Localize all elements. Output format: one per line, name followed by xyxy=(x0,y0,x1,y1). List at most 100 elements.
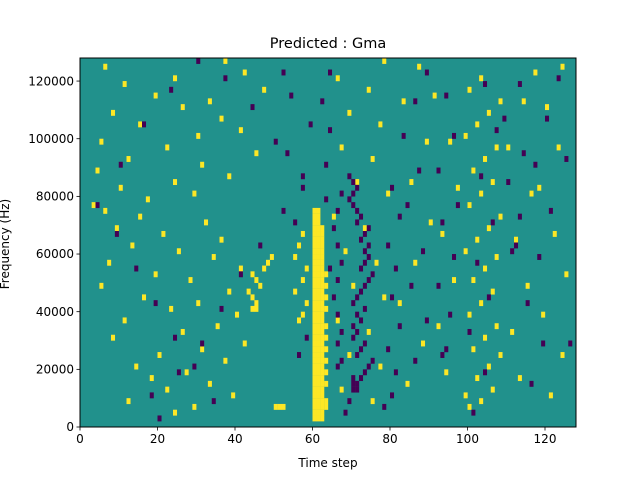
heatmap-cell-high xyxy=(126,398,131,405)
heatmap-cell-low xyxy=(297,352,302,358)
heatmap-cell-high xyxy=(130,242,135,249)
heatmap-cell-low xyxy=(483,81,488,87)
heatmap-cell-low xyxy=(343,409,348,416)
heatmap-cell-high xyxy=(316,254,321,260)
heatmap-cell-high xyxy=(262,86,267,93)
heatmap-cell-high xyxy=(324,294,329,301)
heatmap-cell-high xyxy=(304,300,309,307)
x-tick-label: 20 xyxy=(150,432,165,446)
heatmap-cell-high xyxy=(316,230,321,237)
heatmap-cell-high xyxy=(343,248,348,255)
heatmap-cell-high xyxy=(494,144,499,151)
heatmap-cell-low xyxy=(324,161,329,168)
heatmap-cell-low xyxy=(452,254,457,260)
heatmap-cell-high xyxy=(316,259,321,266)
heatmap-cell-high xyxy=(312,213,317,220)
heatmap-cell-high xyxy=(324,369,329,376)
heatmap-cell-high xyxy=(405,380,410,387)
heatmap-cell-high xyxy=(320,254,325,260)
heatmap-cell-high xyxy=(467,311,472,318)
heatmap-cell-low xyxy=(564,156,569,162)
heatmap-cell-high xyxy=(316,328,321,335)
heatmap-cell-low xyxy=(258,242,263,249)
heatmap-cell-low xyxy=(149,392,154,399)
heatmap-cell-high xyxy=(324,403,329,410)
heatmap-cell-high xyxy=(250,294,255,301)
heatmap-cell-high xyxy=(351,282,356,289)
x-tick-label: 60 xyxy=(305,432,320,446)
heatmap-cell-high xyxy=(312,288,317,295)
heatmap-cell-low xyxy=(347,173,352,180)
heatmap-plot-area xyxy=(80,58,576,427)
heatmap-cell-high xyxy=(320,282,325,289)
heatmap-cell-low xyxy=(355,328,360,335)
heatmap-cell-high xyxy=(312,392,317,399)
heatmap-cell-low xyxy=(359,265,364,272)
heatmap-cell-low xyxy=(335,311,340,318)
heatmap-cell-high xyxy=(490,386,495,393)
heatmap-cell-high xyxy=(324,305,329,312)
heatmap-cell-high xyxy=(316,207,321,214)
heatmap-cell-high xyxy=(312,415,317,422)
heatmap-cell-high xyxy=(114,225,119,232)
heatmap-cell-high xyxy=(401,98,406,105)
heatmap-cell-high xyxy=(463,132,468,139)
heatmap-cell-high xyxy=(362,225,367,232)
heatmap-cell-low xyxy=(238,271,243,278)
heatmap-cell-low xyxy=(300,184,305,191)
heatmap-cell-low xyxy=(300,173,305,180)
heatmap-cell-high xyxy=(320,265,325,272)
heatmap-cell-high xyxy=(254,300,259,307)
heatmap-cell-high xyxy=(235,311,240,318)
heatmap-cell-high xyxy=(269,254,274,260)
heatmap-cell-low xyxy=(285,150,290,157)
heatmap-cell-low xyxy=(525,300,530,307)
y-tick-label: 0 xyxy=(66,420,74,434)
heatmap-cell-high xyxy=(335,317,340,324)
heatmap-cell-low xyxy=(304,334,309,341)
heatmap-cell-high xyxy=(293,288,298,295)
heatmap-cell-high xyxy=(277,403,282,410)
heatmap-cell-low xyxy=(355,380,360,387)
heatmap-cell-high xyxy=(122,317,127,324)
heatmap-cell-high xyxy=(320,259,325,266)
heatmap-cell-high xyxy=(316,363,321,370)
heatmap-cell-high xyxy=(324,271,329,278)
heatmap-cell-high xyxy=(397,300,402,307)
heatmap-cell-low xyxy=(514,242,519,249)
heatmap-cell-high xyxy=(281,403,286,410)
heatmap-cell-high xyxy=(548,392,553,399)
heatmap-cell-high xyxy=(467,202,472,209)
heatmap-cell-high xyxy=(312,248,317,255)
heatmap-cell-high xyxy=(312,403,317,410)
heatmap-cell-high xyxy=(316,380,321,387)
heatmap-cell-high xyxy=(204,219,209,226)
heatmap-cell-high xyxy=(490,179,495,185)
heatmap-cell-high xyxy=(378,363,383,370)
heatmap-cell-high xyxy=(312,236,317,243)
heatmap-cell-low xyxy=(359,375,364,382)
heatmap-cell-low xyxy=(444,92,449,99)
heatmap-cell-low xyxy=(219,305,224,312)
heatmap-cell-low xyxy=(320,98,325,105)
heatmap-cell-low xyxy=(359,236,364,243)
heatmap-cell-low xyxy=(339,190,344,197)
heatmap-cell-high xyxy=(370,156,375,162)
heatmap-cell-high xyxy=(312,346,317,353)
heatmap-cell-high xyxy=(455,184,460,191)
heatmap-cell-high xyxy=(297,317,302,324)
heatmap-cell-low xyxy=(479,173,484,180)
heatmap-cell-high xyxy=(242,340,247,347)
heatmap-cell-high xyxy=(316,288,321,295)
heatmap-cell-low xyxy=(486,294,491,301)
heatmap-cell-high xyxy=(386,190,391,197)
heatmap-cell-high xyxy=(483,265,488,272)
heatmap-cell-low xyxy=(359,288,364,295)
y-tick-label: 60000 xyxy=(36,247,74,261)
heatmap-cell-low xyxy=(382,403,387,410)
heatmap-cell-high xyxy=(211,254,216,260)
heatmap-cell-high xyxy=(157,352,162,358)
heatmap-cell-low xyxy=(455,202,460,209)
heatmap-cell-high xyxy=(200,346,205,353)
